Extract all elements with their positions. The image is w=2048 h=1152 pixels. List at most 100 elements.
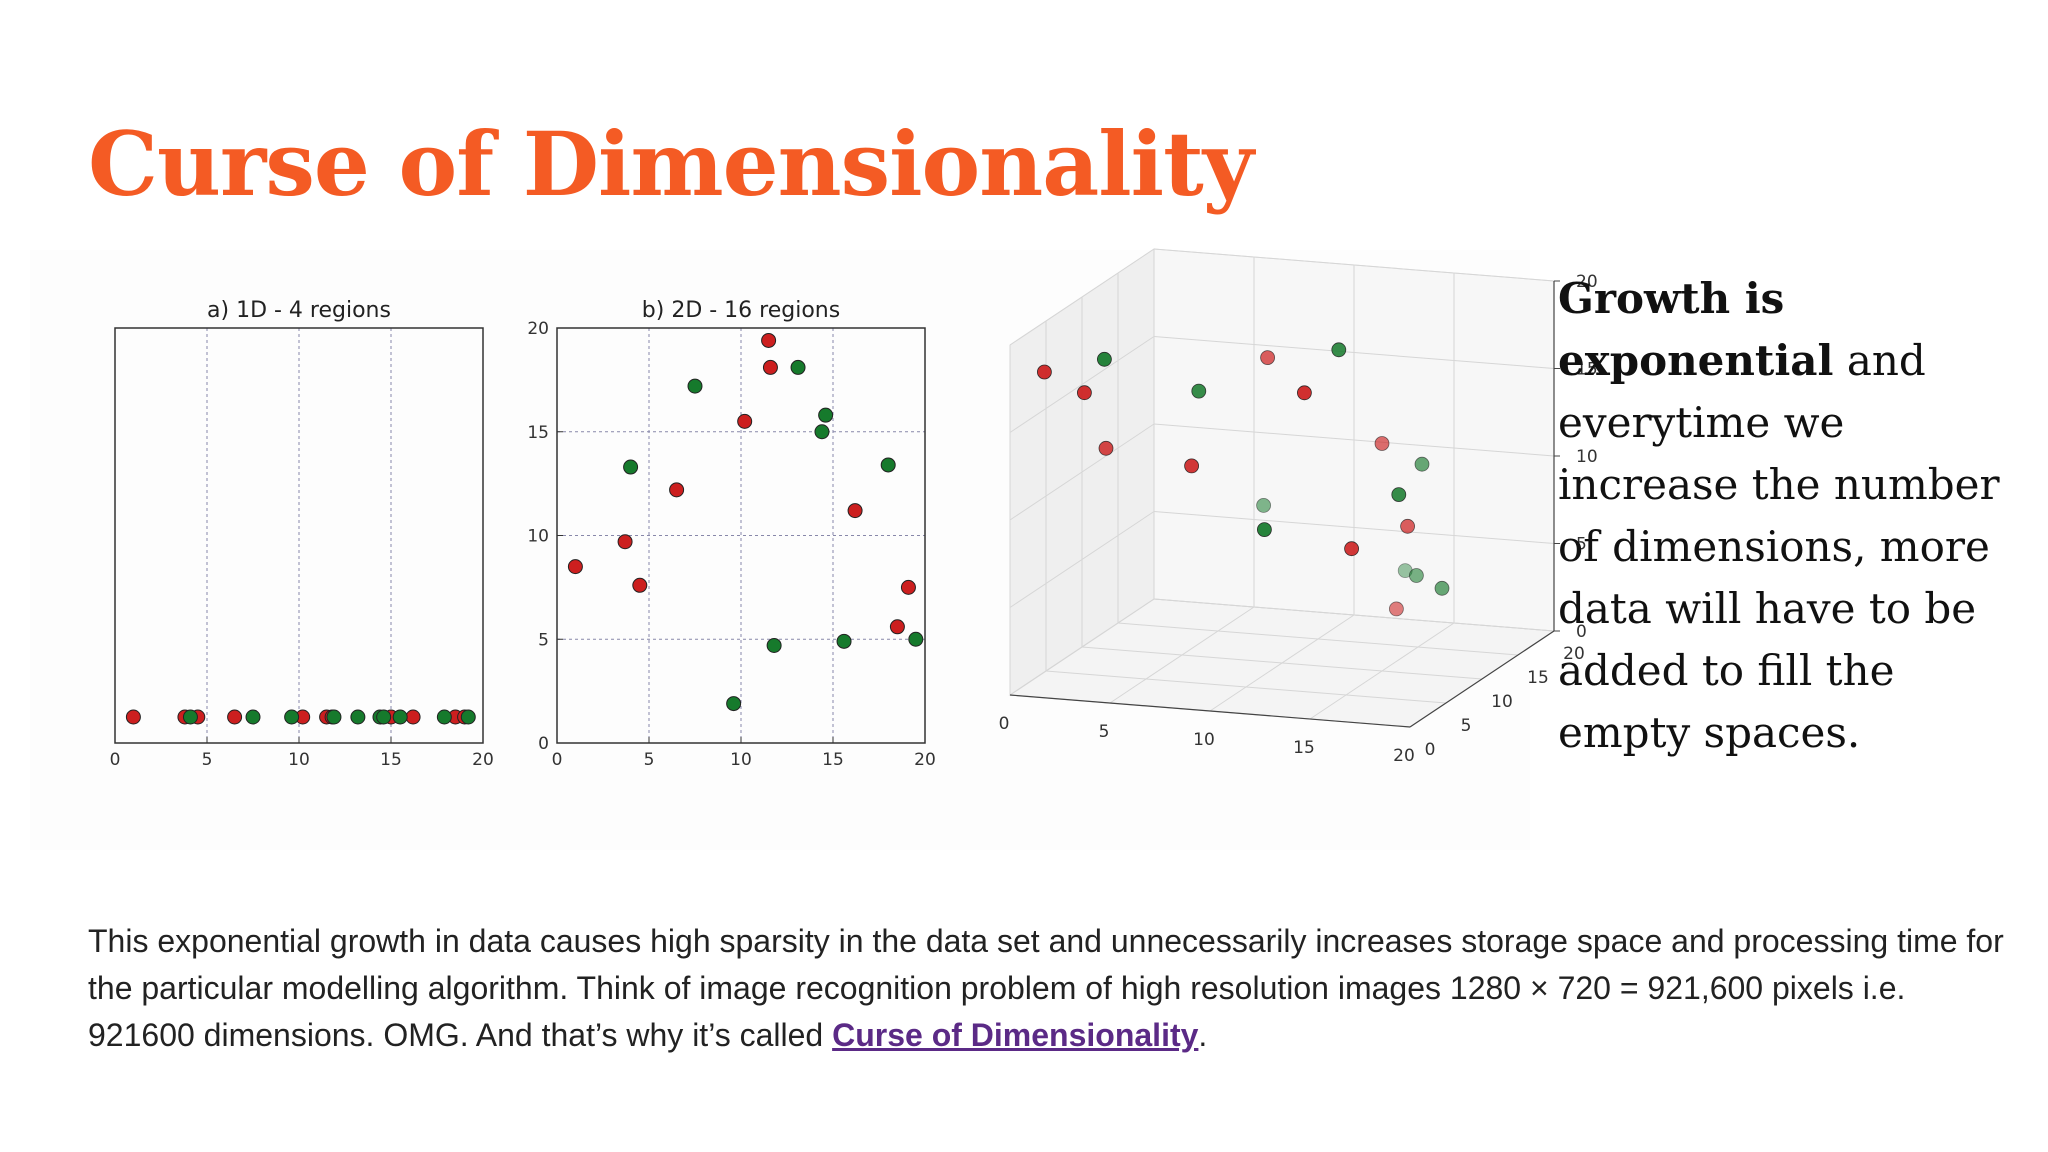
side-note-text: and everytime we increase the number of … (1558, 336, 2000, 757)
x-tick-label: 10 (1193, 730, 1215, 750)
green-point (1096, 351, 1112, 367)
y-tick-label: 10 (1491, 692, 1513, 712)
y-tick-label: 5 (538, 630, 549, 650)
grid-line (1009, 336, 1155, 433)
green-point (245, 709, 261, 725)
green-point (326, 709, 342, 725)
red-point (125, 709, 141, 725)
y-tick-label: 10 (527, 527, 549, 547)
red-point (405, 709, 421, 725)
chart-title: a) 1D - 4 regions (207, 298, 391, 323)
red-point (1037, 364, 1052, 380)
red-point (567, 559, 583, 575)
chart-3d: c) 3D - 64 regions0510152005101520051015… (999, 248, 1598, 766)
red-point (617, 534, 633, 550)
x-tick-label: 10 (288, 750, 310, 770)
green-point (350, 709, 366, 725)
red-point (737, 413, 753, 429)
red-point (632, 577, 648, 593)
red-point (761, 332, 777, 348)
green-point (880, 457, 896, 473)
body-text: This exponential growth in data causes h… (88, 923, 2004, 1053)
grid-line (1153, 248, 1555, 282)
x-tick-label: 20 (472, 750, 494, 770)
green-point (766, 637, 782, 653)
z-tick-label: 5 (1576, 535, 1587, 555)
green-point (790, 359, 806, 375)
green-point (182, 709, 198, 725)
z-tick-label: 10 (1576, 447, 1598, 467)
curse-of-dimensionality-link[interactable]: Curse of Dimensionality (832, 1017, 1199, 1053)
green-point (436, 709, 452, 725)
green-point (908, 631, 924, 647)
grid-line (1117, 622, 1519, 656)
grid-line (1153, 423, 1555, 457)
red-point (900, 579, 916, 595)
red-point (1400, 518, 1416, 534)
z-tick-label: 20 (1576, 272, 1598, 292)
green-point (1191, 383, 1207, 399)
grid-line (1153, 598, 1555, 632)
chart-2d: b) 2D - 16 regions 0 5 10 15 20 0 5 10 15 20 (527, 298, 936, 770)
y-axis (1409, 630, 1555, 728)
green-point (1256, 497, 1272, 513)
red-point (1184, 458, 1200, 474)
red-point (227, 709, 243, 725)
x-tick-label: 15 (1293, 738, 1315, 758)
green-point (460, 709, 476, 725)
y-tick-label: 20 (527, 319, 549, 339)
grid-line (1009, 423, 1155, 521)
x-tick-label: 0 (552, 750, 563, 770)
green-point (1391, 487, 1407, 503)
red-point (1374, 436, 1390, 451)
green-point (836, 633, 852, 649)
red-point (1098, 440, 1114, 456)
side-note: Growth is exponential and everytime we i… (1558, 268, 2028, 764)
green-point (623, 459, 639, 475)
y-tick-label: 15 (527, 423, 549, 443)
body-end: . (1198, 1017, 1208, 1053)
y-tick-label: 0 (1425, 740, 1436, 760)
x-tick-label: 5 (1099, 722, 1110, 742)
red-point (1296, 385, 1312, 401)
x-tick-label: 20 (1393, 746, 1415, 766)
y-tick-label: 5 (1461, 716, 1472, 736)
red-point (889, 619, 905, 635)
x-tick-label: 0 (110, 750, 121, 770)
side-note-bold: Growth is exponential (1558, 274, 1834, 385)
red-point (1077, 385, 1092, 401)
green-point (818, 407, 834, 423)
chart-1d: a) 1D - 4 regions 0 5 10 15 20 (110, 298, 494, 770)
z-tick-label: 0 (1576, 622, 1587, 642)
red-point (1388, 601, 1404, 617)
green-point (1414, 456, 1430, 472)
green-point (726, 696, 742, 712)
red-point (847, 503, 863, 519)
green-point (392, 709, 408, 725)
y-tick-label: 0 (538, 734, 549, 754)
x-tick-label: 0 (999, 714, 1010, 734)
red-point (762, 359, 778, 375)
y-tick-label: 15 (1527, 668, 1549, 688)
x-axis (1009, 694, 1411, 728)
z-tick-label: 15 (1576, 360, 1598, 380)
grid-line (1009, 248, 1155, 346)
grid-line (1081, 646, 1483, 680)
x-tick-label: 10 (730, 750, 752, 770)
x-tick-label: 5 (202, 750, 213, 770)
grid-line (1153, 336, 1555, 369)
green-point (814, 424, 830, 440)
green-point (284, 709, 300, 725)
x-tick-label: 15 (822, 750, 844, 770)
red-point (669, 482, 685, 498)
green-point (1256, 522, 1272, 538)
body-paragraph: This exponential growth in data causes h… (88, 918, 2008, 1059)
green-point (1408, 568, 1424, 583)
x-tick-label: 5 (644, 750, 655, 770)
grid-line (1309, 622, 1455, 720)
green-point (1331, 342, 1347, 358)
red-point (1344, 541, 1360, 557)
green-point (1434, 580, 1450, 596)
x-tick-label: 20 (914, 750, 936, 770)
red-point (1260, 350, 1276, 365)
